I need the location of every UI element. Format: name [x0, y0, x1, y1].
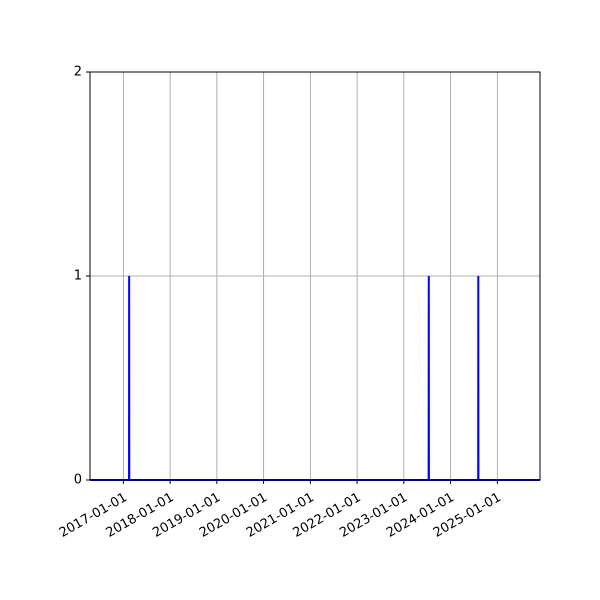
x-axis: 2017-01-012018-01-012019-01-012020-01-01… — [57, 480, 504, 541]
y-axis: 0 1 2 — [74, 65, 90, 488]
y-tick-label: 2 — [74, 65, 82, 80]
series-layer — [90, 275, 540, 481]
y-tick-label: 1 — [74, 269, 82, 284]
y-tick-label: 0 — [74, 473, 82, 488]
